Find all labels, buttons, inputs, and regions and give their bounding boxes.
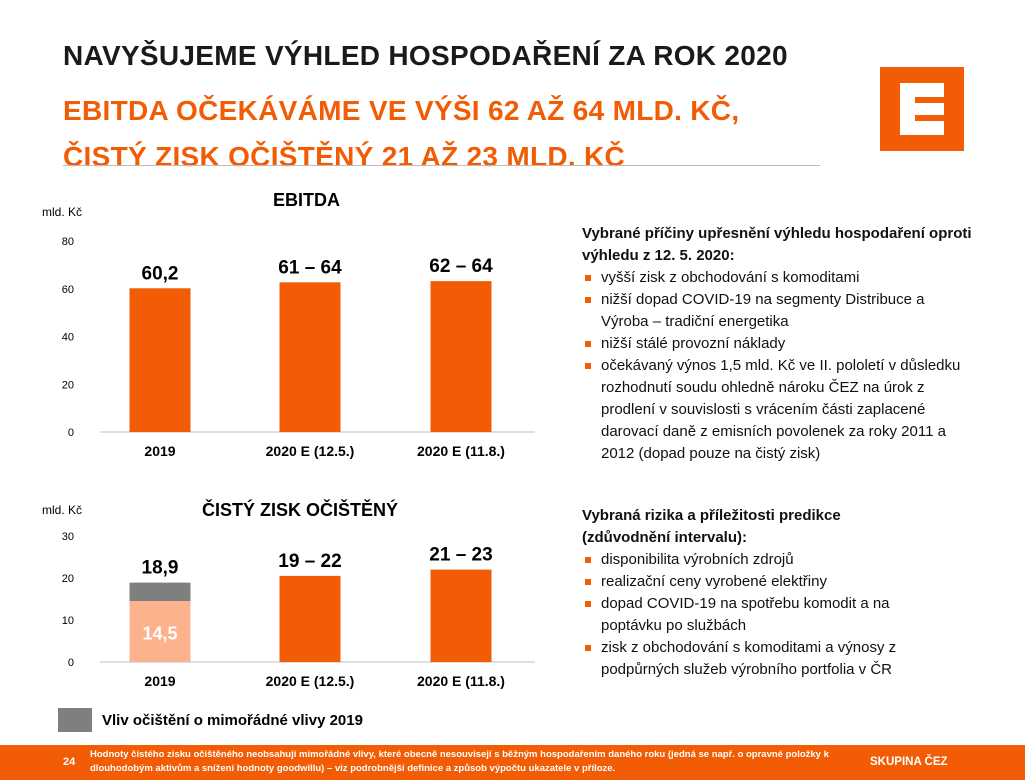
- ebitda-unit-label: mld. Kč: [42, 205, 83, 219]
- net-income-y-tick-label: 20: [62, 573, 74, 585]
- net-income-x-tick-label: 2020 E (12.5.): [266, 673, 355, 689]
- list-item: realizační ceny vyrobené elektřiny: [582, 571, 972, 593]
- net-income-y-tick-label: 30: [62, 531, 74, 543]
- risks-block: Vybraná rizika a příležitosti predikce (…: [582, 505, 972, 681]
- legend-label: Vliv očištění o mimořádné vlivy 2019: [102, 712, 363, 729]
- net-income-x-tick-label: 2019: [144, 673, 175, 689]
- net-income-unit-label: mld. Kč: [42, 503, 83, 517]
- list-item: nižší stálé provozní náklady: [582, 333, 982, 355]
- footer-bar: 24 Hodnoty čistého zisku očištěného neob…: [0, 745, 1025, 780]
- net-income-bar-2019-adjustment: [129, 582, 191, 602]
- net-income-y-tick-label: 0: [68, 657, 74, 669]
- ebitda-bar-1: [279, 282, 341, 432]
- net-income-bar-2: [430, 569, 492, 662]
- net-income-data-label: 21 – 23: [429, 545, 492, 566]
- list-item: zisk z obchodování s komoditami a výnosy…: [582, 637, 972, 681]
- ebitda-y-tick-label: 60: [62, 284, 74, 296]
- page-subtitle: EBITDA OČEKÁVÁME VE VÝŠI 62 AŽ 64 MLD. K…: [63, 88, 823, 180]
- page-number: 24: [63, 756, 76, 768]
- footer-brand: SKUPINA ČEZ: [870, 756, 948, 768]
- ebitda-bar-0: [129, 288, 191, 432]
- ebitda-x-tick-label: 2020 E (12.5.): [266, 443, 355, 459]
- reasons-heading: Vybrané příčiny upřesnění výhledu hospod…: [582, 225, 972, 264]
- net-income-bar-1: [279, 575, 341, 662]
- ebitda-data-label: 60,2: [142, 263, 179, 284]
- net-income-base-data-label: 14,5: [142, 624, 177, 644]
- ebitda-y-tick-label: 20: [62, 379, 74, 391]
- net-income-data-label: 18,9: [142, 558, 179, 579]
- risks-heading: Vybraná rizika a příležitosti predikce (…: [582, 507, 841, 546]
- footer-note: Hodnoty čistého zisku očištěného neobsah…: [90, 749, 829, 774]
- subtitle-line-ebitda: EBITDA OČEKÁVÁME VE VÝŠI 62 AŽ 64 MLD. K…: [63, 95, 740, 126]
- list-item: vyšší zisk z obchodování s komoditami: [582, 267, 982, 289]
- net-income-chart-title: ČISTÝ ZISK OČIŠTĚNÝ: [202, 500, 399, 520]
- ebitda-y-tick-label: 80: [62, 236, 74, 248]
- net-income-data-label: 19 – 22: [278, 551, 341, 572]
- risks-list: disponibilita výrobních zdrojů realizačn…: [582, 549, 972, 681]
- ebitda-data-label: 62 – 64: [429, 256, 493, 277]
- net-income-y-tick-label: 10: [62, 615, 74, 627]
- list-item: očekávaný výnos 1,5 mld. Kč ve II. polol…: [582, 355, 982, 465]
- cez-logo-icon: [880, 67, 964, 151]
- list-item: dopad COVID-19 na spotřebu komodit a na …: [582, 593, 972, 637]
- list-item: disponibilita výrobních zdrojů: [582, 549, 972, 571]
- ebitda-y-tick-label: 40: [62, 332, 74, 344]
- title-divider: [63, 165, 820, 166]
- ebitda-x-tick-label: 2019: [144, 443, 175, 459]
- ebitda-chart-title: EBITDA: [273, 190, 340, 210]
- ebitda-x-tick-label: 2020 E (11.8.): [417, 443, 505, 459]
- charts-canvas: 0 20 40 60 80 60,2 2019 61 – 64 2020 E (12.5.) 62…: [62, 236, 535, 689]
- list-item: nižší dopad COVID-19 na segmenty Distrib…: [582, 289, 982, 333]
- net-income-x-tick-label: 2020 E (11.8.): [417, 673, 505, 689]
- page-title: NAVYŠUJEME VÝHLED HOSPODAŘENÍ ZA ROK 202…: [63, 40, 788, 71]
- reasons-list: vyšší zisk z obchodování s komoditami ni…: [582, 267, 982, 465]
- ebitda-y-tick-label: 0: [68, 427, 74, 439]
- subtitle-line-net-income: ČISTÝ ZISK OČIŠTĚNÝ 21 AŽ 23 MLD. KČ: [63, 141, 626, 172]
- ebitda-bar-2: [430, 281, 492, 432]
- reasons-block: Vybrané příčiny upřesnění výhledu hospod…: [582, 223, 982, 465]
- net-income-bar-2019-base: [129, 601, 191, 662]
- ebitda-data-label: 61 – 64: [278, 257, 342, 278]
- legend-swatch-adjustment: [58, 708, 92, 732]
